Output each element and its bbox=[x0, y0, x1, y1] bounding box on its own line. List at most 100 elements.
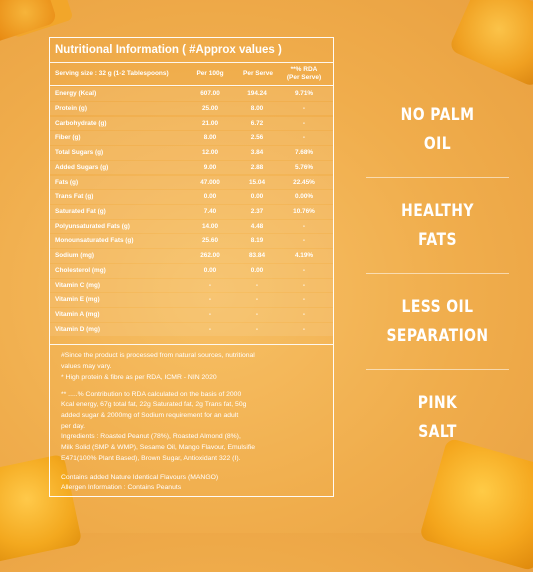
value-per-100g: 607.00 bbox=[200, 90, 220, 98]
value-per-serve: 194.24 bbox=[247, 90, 267, 98]
value-per-100g: 21.00 bbox=[202, 119, 218, 127]
ingredients-b: Milk Solid (SMP & WMP), Sesame Oil, Mang… bbox=[61, 444, 256, 452]
nutrient-name: Monounsaturated Fats (g) bbox=[55, 237, 134, 245]
value-rda: 22.45% bbox=[293, 178, 315, 186]
value-per-serve: 8.19 bbox=[250, 237, 264, 245]
feature-pink-salt: PINK SALT bbox=[417, 392, 458, 442]
serving-size-label: Serving size : 32 g (1-2 Tablespoons) bbox=[55, 70, 169, 77]
per-100g-header: Per 100g bbox=[196, 70, 224, 77]
value-rda: - bbox=[302, 222, 306, 230]
table-row: Vitamin A (mg) - - - bbox=[50, 308, 333, 322]
feature-healthy-fats: HEALTHY FATS bbox=[401, 200, 474, 250]
value-rda: - bbox=[302, 134, 306, 142]
value-per-100g: 8.00 bbox=[203, 134, 217, 142]
value-rda: 4.19% bbox=[294, 252, 314, 260]
value-rda: 5.76% bbox=[294, 163, 314, 171]
value-per-100g: - bbox=[208, 325, 212, 333]
per-serve-header: Per Serve bbox=[243, 70, 273, 77]
value-rda: 10.76% bbox=[293, 207, 315, 215]
allergen-note: Allergen Information : Contains Peanuts bbox=[61, 484, 182, 492]
feature-list: NO PALM OIL HEALTHY FATS LESS OIL SEPARATIO… bbox=[366, 82, 509, 465]
value-rda: 7.68% bbox=[294, 149, 314, 157]
note-rda-c: added sugar & 2000mg of Sodium requireme… bbox=[61, 412, 239, 419]
table-row: Energy (Kcal) 607.00 194.24 9.71% bbox=[50, 87, 333, 101]
feature-divider bbox=[366, 369, 509, 370]
table-row: Polyunsaturated Fats (g) 14.00 4.48 - bbox=[50, 219, 333, 234]
table-row: Total Sugars (g) 12.00 3.84 7.68% bbox=[50, 146, 333, 160]
value-per-100g: 47.000 bbox=[200, 178, 220, 186]
value-per-100g: - bbox=[208, 311, 212, 319]
value-per-100g: 262.00 bbox=[200, 252, 220, 260]
table-row: Carbohydrate (g) 21.00 6.72 - bbox=[50, 116, 333, 131]
table-row: Fiber (g) 8.00 2.56 - bbox=[50, 131, 333, 145]
nutrient-name: Carbohydrate (g) bbox=[55, 119, 107, 127]
value-per-100g: - bbox=[208, 296, 212, 304]
value-rda: - bbox=[302, 266, 306, 274]
nutrient-name: Trans Fat (g) bbox=[55, 193, 94, 201]
note-natural-b: values may vary. bbox=[61, 363, 112, 371]
value-per-100g: 9.00 bbox=[203, 163, 217, 171]
value-rda: - bbox=[302, 325, 306, 333]
rda-header: **% RDA (Per Serve) bbox=[286, 66, 322, 81]
nutrient-name: Fiber (g) bbox=[55, 134, 81, 142]
value-rda: 9.71% bbox=[294, 90, 314, 98]
feature-no-palm-oil: NO PALM OIL bbox=[400, 104, 475, 154]
table-row: Fats (g) 47.000 15.04 22.45% bbox=[50, 175, 333, 190]
nutrient-name: Sodium (mg) bbox=[55, 252, 95, 260]
nutrient-name: Fats (g) bbox=[55, 178, 79, 186]
nutrient-name: Vitamin D (mg) bbox=[55, 325, 100, 333]
value-per-serve: 0.00 bbox=[250, 193, 264, 201]
notes-section: #Since the product is processed from nat… bbox=[50, 345, 333, 493]
value-rda: - bbox=[302, 296, 306, 304]
value-per-serve: 3.84 bbox=[250, 149, 264, 157]
value-per-serve: - bbox=[255, 281, 259, 289]
nutrient-name: Added Sugars (g) bbox=[55, 163, 109, 171]
table-row: Sodium (mg) 262.00 83.84 4.19% bbox=[50, 249, 333, 263]
value-per-serve: 15.04 bbox=[249, 178, 265, 186]
value-rda: - bbox=[302, 311, 306, 319]
feature-divider bbox=[366, 177, 509, 178]
table-row: Added Sugars (g) 9.00 2.88 5.76% bbox=[50, 160, 333, 175]
value-per-serve: 2.88 bbox=[250, 163, 264, 171]
nutrient-name: Total Sugars (g) bbox=[55, 149, 104, 157]
value-per-100g: 0.00 bbox=[203, 266, 217, 274]
value-per-100g: 12.00 bbox=[202, 149, 218, 157]
value-rda: - bbox=[302, 119, 306, 127]
note-rda-a: ** .....% Contribution to RDA calculated… bbox=[61, 390, 242, 398]
table-row: Saturated Fat (g) 7.40 2.37 10.76% bbox=[50, 204, 333, 219]
value-rda: - bbox=[302, 237, 306, 245]
value-per-100g: 25.60 bbox=[202, 237, 218, 245]
feature-divider bbox=[366, 273, 509, 274]
value-per-serve: 0.00 bbox=[250, 266, 264, 274]
nutrient-name: Energy (Kcal) bbox=[55, 90, 97, 98]
value-per-100g: 25.00 bbox=[202, 104, 218, 112]
value-per-serve: - bbox=[255, 311, 259, 319]
nutrient-name: Protein (g) bbox=[55, 104, 87, 112]
value-rda: - bbox=[302, 281, 306, 289]
value-per-100g: 7.40 bbox=[203, 207, 217, 215]
mango-decoration-top-right bbox=[448, 0, 533, 88]
note-rda-b: Kcal energy, 67g total fat, 22g Saturate… bbox=[61, 401, 247, 409]
value-per-100g: 14.00 bbox=[202, 222, 218, 230]
table-row: Protein (g) 25.00 8.00 - bbox=[50, 101, 333, 116]
table-row: Monounsaturated Fats (g) 25.60 8.19 - bbox=[50, 234, 333, 249]
nutrient-name: Saturated Fat (g) bbox=[55, 207, 106, 215]
table-row: Trans Fat (g) 0.00 0.00 0.00% bbox=[50, 190, 333, 204]
flavour-note: Contains added Nature Identical Flavours… bbox=[61, 473, 219, 481]
ingredients-a: Ingredients : Roasted Peanut (78%), Roas… bbox=[61, 433, 241, 441]
ingredients-c: E471(100% Plant Based), Brown Sugar, Ant… bbox=[61, 454, 241, 462]
table-row: Vitamin E (mg) - - - bbox=[50, 293, 333, 308]
value-per-serve: - bbox=[255, 296, 259, 304]
value-per-100g: - bbox=[208, 281, 212, 289]
nutrient-name: Vitamin A (mg) bbox=[55, 311, 100, 319]
feature-less-oil-separation: LESS OIL SEPARATION bbox=[386, 296, 489, 346]
value-per-serve: 83.84 bbox=[249, 252, 265, 260]
value-per-serve: 8.00 bbox=[250, 104, 264, 112]
table-row: Cholesterol (mg) 0.00 0.00 - bbox=[50, 263, 333, 278]
table-header: Serving size : 32 g (1-2 Tablespoons) Pe… bbox=[50, 63, 333, 86]
nutrient-name: Cholesterol (mg) bbox=[55, 266, 106, 274]
value-rda: - bbox=[302, 104, 306, 112]
table-bottom-divider bbox=[50, 336, 333, 346]
value-per-serve: 2.37 bbox=[250, 207, 264, 215]
nutrient-name: Polyunsaturated Fats (g) bbox=[55, 222, 130, 230]
